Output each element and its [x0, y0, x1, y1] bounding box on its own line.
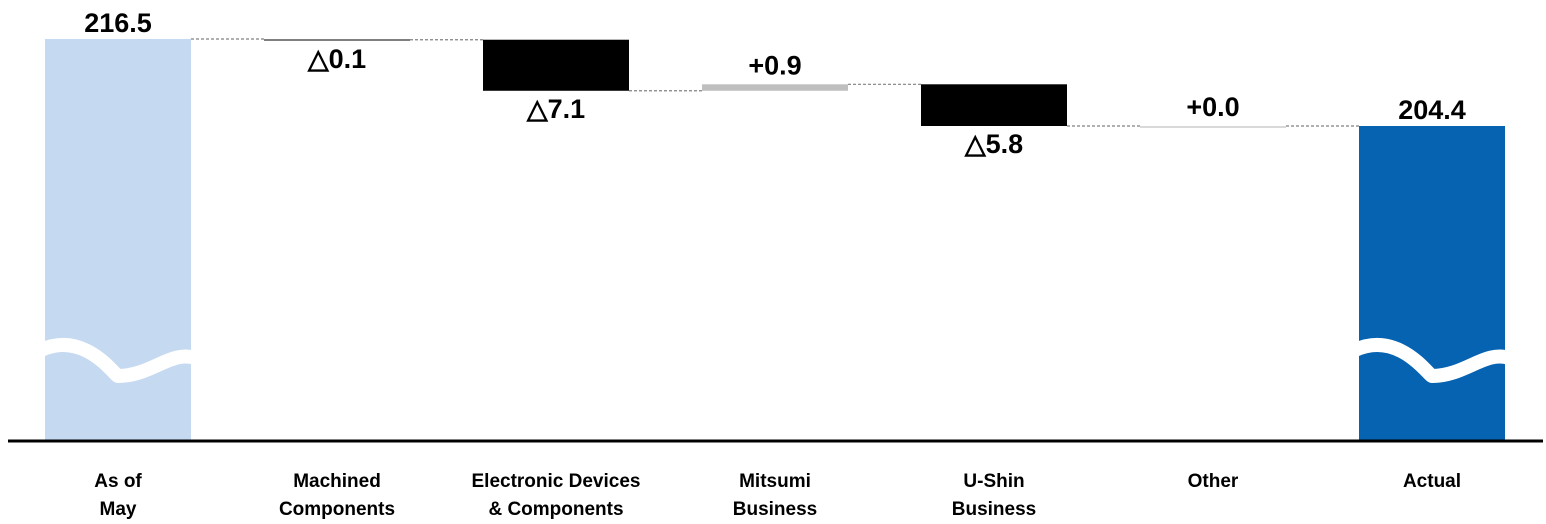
category-label-0-line-1: May	[100, 499, 137, 520]
category-labels: As of May Machined Components Electronic Dev…	[94, 471, 1461, 520]
category-label-1-line-1: Components	[279, 499, 395, 520]
bar-5	[1140, 126, 1286, 128]
value-label-5: +0.0	[1186, 92, 1239, 122]
bars	[45, 39, 1505, 441]
axis-break-wave-0	[34, 338, 202, 384]
category-label-0-line-0: As of	[94, 471, 142, 492]
bar-3	[702, 84, 848, 91]
value-label-2: △7.1	[526, 94, 585, 124]
category-label-2-line-1: & Components	[488, 499, 623, 520]
category-label-4-line-1: Business	[952, 499, 1036, 520]
category-label-4-line-0: U-Shin	[963, 471, 1024, 492]
category-label-6-line-0: Actual	[1403, 471, 1461, 492]
category-label-2-line-0: Electronic Devices	[472, 471, 641, 492]
value-label-6: 204.4	[1398, 95, 1466, 125]
bar-6	[1359, 126, 1505, 441]
value-label-1: △0.1	[307, 44, 366, 74]
connector-lines	[191, 38, 1359, 127]
value-label-3: +0.9	[748, 50, 801, 80]
bar-1	[264, 39, 410, 41]
bar-4	[921, 84, 1067, 126]
category-label-3-line-0: Mitsumi	[739, 471, 811, 492]
value-label-4: △5.8	[964, 129, 1023, 159]
axis-break-marks	[34, 338, 1516, 384]
category-label-3-line-1: Business	[733, 499, 817, 520]
value-labels: 216.5 △0.1 △7.1 +0.9 △5.8 +0.0 204.4	[84, 8, 1466, 159]
category-label-5-line-0: Other	[1188, 471, 1239, 492]
axis-break-wave-6	[1348, 338, 1516, 384]
bar-2	[483, 39, 629, 91]
value-label-0: 216.5	[84, 8, 152, 38]
category-label-1-line-0: Machined	[293, 471, 381, 492]
